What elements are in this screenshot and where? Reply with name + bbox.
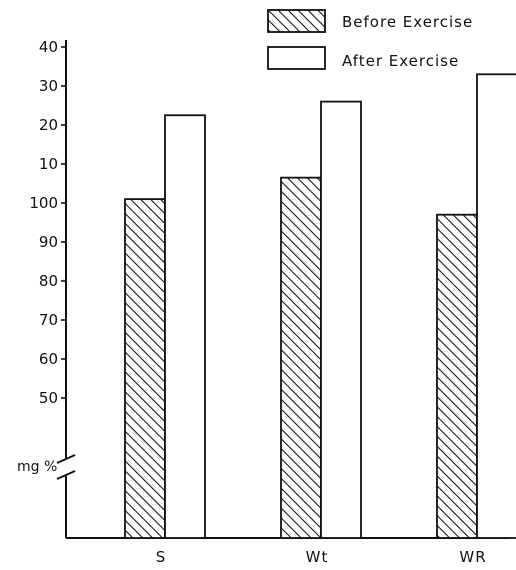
bar-after-exercise-s	[164, 114, 206, 539]
x-category-label: WR	[459, 548, 486, 566]
x-category-label: S	[156, 548, 167, 566]
bar-before-exercise-wt	[280, 176, 322, 539]
y-axis	[56, 40, 76, 538]
y-tick-label: 20	[39, 116, 58, 134]
y-tick-label: 60	[39, 350, 58, 368]
legend: Before Exercise After Exercise	[267, 9, 473, 70]
bar-before-exercise-s	[124, 198, 166, 539]
y-axis-ticks: 50 60 70 80 90 100 10 20 30 40	[29, 38, 66, 407]
category-labels: S Wt WR	[156, 548, 486, 566]
axis-break-mark-top	[56, 454, 76, 464]
y-tick-label: 40	[39, 38, 58, 56]
bars	[124, 73, 516, 539]
x-category-label: Wt	[306, 548, 329, 566]
y-tick-label: 90	[39, 233, 58, 251]
y-tick-label: 100	[29, 194, 58, 212]
legend-swatch-before-exercise	[267, 9, 326, 33]
bar-after-exercise-wr	[476, 73, 516, 539]
y-tick-label: 10	[39, 155, 58, 173]
legend-label-after-exercise: After Exercise	[342, 52, 459, 70]
y-tick-label: 50	[39, 389, 58, 407]
y-tick-label: 80	[39, 272, 58, 290]
bar-after-exercise-wt	[320, 100, 362, 539]
y-tick-label: 70	[39, 311, 58, 329]
legend-label-before-exercise: Before Exercise	[342, 13, 473, 31]
axis-break-mark-bottom	[56, 470, 76, 480]
legend-swatch-after-exercise	[267, 46, 326, 70]
y-axis-unit-label: mg %	[17, 459, 57, 475]
bar-before-exercise-wr	[436, 213, 478, 539]
y-tick-label: 30	[39, 77, 58, 95]
